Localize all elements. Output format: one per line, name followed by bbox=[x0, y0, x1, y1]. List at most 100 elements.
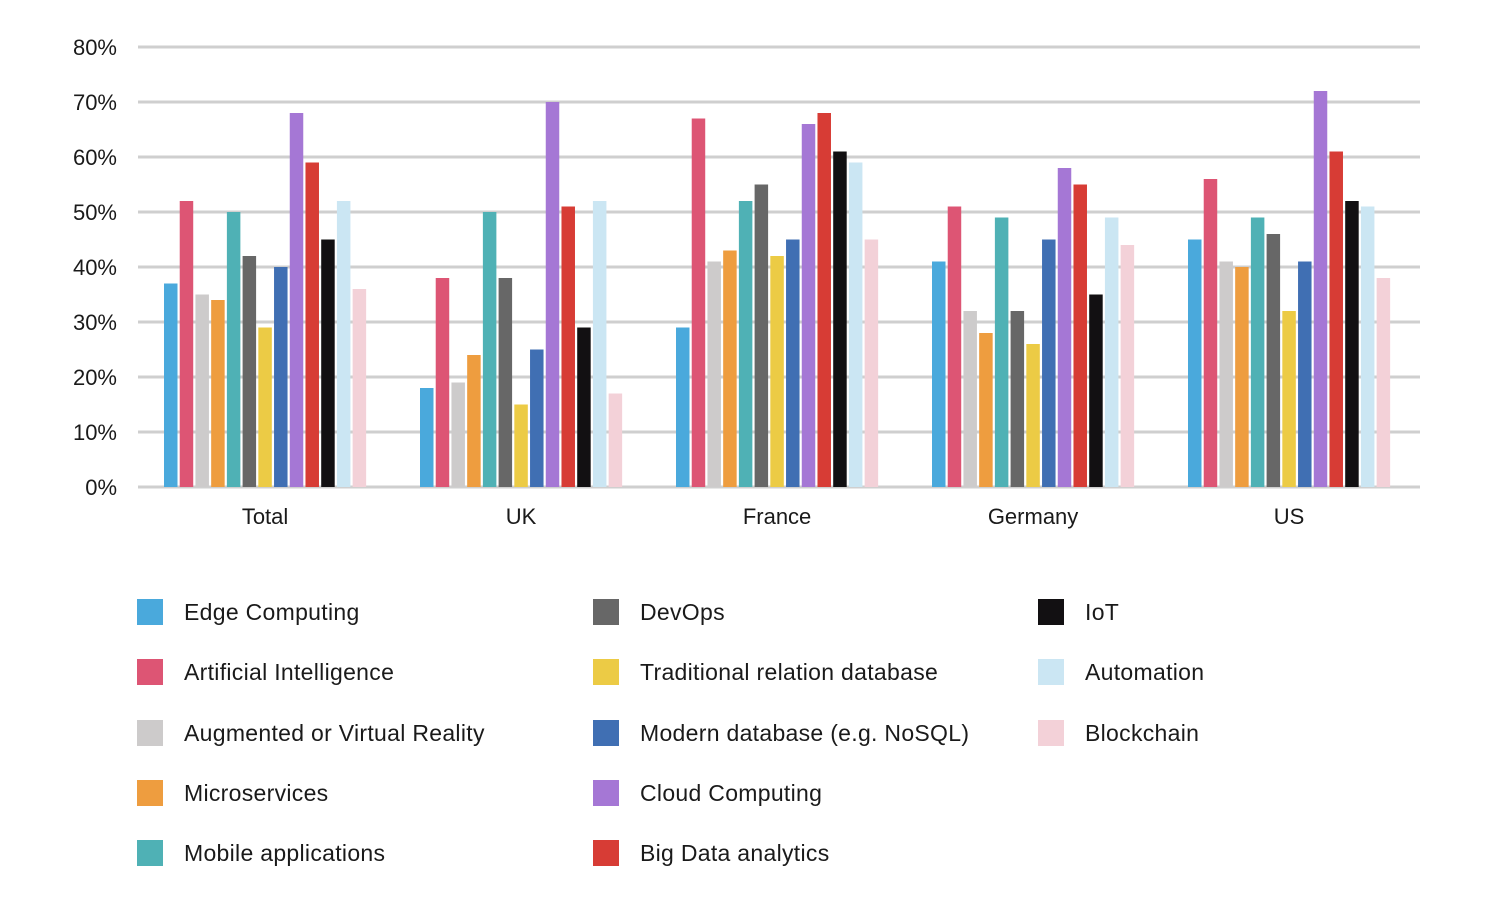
bar-us-devops bbox=[1266, 234, 1281, 487]
bar-us-mobile-applications bbox=[1250, 217, 1265, 487]
bar-total-blockchain bbox=[352, 289, 367, 487]
bar-total-traditional-relation-database bbox=[258, 327, 272, 487]
bar-germany-modern-database-e-g-nosql bbox=[1042, 239, 1056, 487]
bar-us-microservices bbox=[1235, 267, 1249, 487]
bar-france-big-data-analytics bbox=[817, 113, 831, 487]
bar-france-cloud-computing bbox=[801, 124, 816, 487]
legend-item: Traditional relation database bbox=[593, 659, 938, 685]
x-category-label: Germany bbox=[988, 504, 1078, 529]
legend-label: Automation bbox=[1085, 659, 1204, 685]
legend-item: Edge Computing bbox=[137, 599, 360, 625]
legend-label: Augmented or Virtual Reality bbox=[184, 720, 485, 746]
legend-label: Traditional relation database bbox=[640, 659, 938, 685]
bar-france-augmented-or-virtual-reality bbox=[707, 261, 721, 487]
legend-item: Cloud Computing bbox=[593, 780, 822, 806]
legend-label: Big Data analytics bbox=[640, 840, 830, 866]
bar-germany-devops bbox=[1010, 311, 1025, 487]
x-axis-category-labels: Total UK France Germany US bbox=[242, 504, 1305, 529]
bars bbox=[164, 91, 1391, 487]
bar-us-traditional-relation-database bbox=[1282, 311, 1296, 487]
bar-france-microservices bbox=[723, 250, 737, 487]
legend-swatch bbox=[593, 720, 619, 746]
legend-label: Edge Computing bbox=[184, 599, 360, 625]
y-tick-label: 50% bbox=[73, 200, 117, 225]
bar-france-automation bbox=[848, 162, 863, 487]
legend-swatch bbox=[593, 780, 619, 806]
legend-item: DevOps bbox=[593, 599, 725, 625]
bar-germany-artificial-intelligence bbox=[947, 206, 962, 487]
legend-item: Big Data analytics bbox=[593, 840, 830, 866]
bar-france-modern-database-e-g-nosql bbox=[786, 239, 800, 487]
legend-label: Modern database (e.g. NoSQL) bbox=[640, 720, 969, 746]
legend: Edge Computing Artificial Intelligence Aug… bbox=[137, 599, 1204, 866]
legend-item: IoT bbox=[1038, 599, 1119, 625]
bar-france-artificial-intelligence bbox=[691, 118, 706, 487]
legend-item: Microservices bbox=[137, 780, 328, 806]
bar-us-artificial-intelligence bbox=[1203, 179, 1218, 487]
bar-us-edge-computing bbox=[1188, 239, 1202, 487]
legend-swatch bbox=[1038, 659, 1064, 685]
legend-label: DevOps bbox=[640, 599, 725, 625]
x-category-label: Total bbox=[242, 504, 288, 529]
bar-germany-blockchain bbox=[1120, 245, 1135, 487]
bar-us-iot bbox=[1345, 201, 1359, 487]
bar-total-edge-computing bbox=[164, 283, 178, 487]
bar-total-artificial-intelligence bbox=[179, 201, 194, 487]
bar-germany-edge-computing bbox=[932, 261, 946, 487]
y-tick-label: 40% bbox=[73, 255, 117, 280]
legend-swatch bbox=[137, 720, 163, 746]
y-tick-label: 20% bbox=[73, 365, 117, 390]
y-tick-label: 30% bbox=[73, 310, 117, 335]
legend-item: Automation bbox=[1038, 659, 1204, 685]
bar-germany-iot bbox=[1089, 294, 1103, 487]
legend-label: Artificial Intelligence bbox=[184, 659, 394, 685]
legend-swatch bbox=[1038, 599, 1064, 625]
y-tick-label: 10% bbox=[73, 420, 117, 445]
bar-us-blockchain bbox=[1376, 278, 1391, 487]
bar-uk-iot bbox=[577, 327, 591, 487]
bar-uk-traditional-relation-database bbox=[514, 404, 528, 487]
y-tick-label: 60% bbox=[73, 145, 117, 170]
y-tick-label: 70% bbox=[73, 90, 117, 115]
y-tick-label: 80% bbox=[73, 35, 117, 60]
legend-swatch bbox=[593, 659, 619, 685]
bar-uk-blockchain bbox=[608, 393, 623, 487]
bar-uk-cloud-computing bbox=[545, 102, 560, 487]
legend-swatch bbox=[593, 840, 619, 866]
bar-total-cloud-computing bbox=[289, 113, 304, 487]
legend-swatch bbox=[593, 599, 619, 625]
bar-total-automation bbox=[336, 201, 351, 487]
legend-item: Artificial Intelligence bbox=[137, 659, 394, 685]
bar-us-modern-database-e-g-nosql bbox=[1298, 261, 1312, 487]
bar-uk-devops bbox=[498, 278, 513, 487]
bar-total-augmented-or-virtual-reality bbox=[195, 294, 209, 487]
bar-germany-mobile-applications bbox=[994, 217, 1009, 487]
bar-uk-microservices bbox=[467, 355, 481, 487]
bar-uk-mobile-applications bbox=[482, 212, 497, 487]
bar-germany-augmented-or-virtual-reality bbox=[963, 311, 977, 487]
legend-label: Cloud Computing bbox=[640, 780, 822, 806]
bar-france-edge-computing bbox=[676, 327, 690, 487]
legend-label: Mobile applications bbox=[184, 840, 385, 866]
bar-uk-automation bbox=[592, 201, 607, 487]
bar-uk-big-data-analytics bbox=[561, 206, 575, 487]
bar-france-iot bbox=[833, 151, 847, 487]
bar-france-blockchain bbox=[864, 239, 879, 487]
bar-uk-edge-computing bbox=[420, 388, 434, 487]
legend-item: Mobile applications bbox=[137, 840, 385, 866]
bar-us-cloud-computing bbox=[1313, 91, 1328, 487]
legend-label: IoT bbox=[1085, 599, 1119, 625]
bar-germany-automation bbox=[1104, 217, 1119, 487]
bar-germany-cloud-computing bbox=[1057, 168, 1072, 487]
legend-item: Modern database (e.g. NoSQL) bbox=[593, 720, 969, 746]
bar-uk-modern-database-e-g-nosql bbox=[530, 349, 544, 487]
bar-germany-microservices bbox=[979, 333, 993, 487]
bar-germany-big-data-analytics bbox=[1073, 184, 1087, 487]
x-category-label: UK bbox=[506, 504, 537, 529]
legend-item: Blockchain bbox=[1038, 720, 1199, 746]
bar-total-big-data-analytics bbox=[305, 162, 319, 487]
bar-total-devops bbox=[242, 256, 257, 487]
bar-uk-augmented-or-virtual-reality bbox=[451, 382, 465, 487]
legend-label: Blockchain bbox=[1085, 720, 1199, 746]
